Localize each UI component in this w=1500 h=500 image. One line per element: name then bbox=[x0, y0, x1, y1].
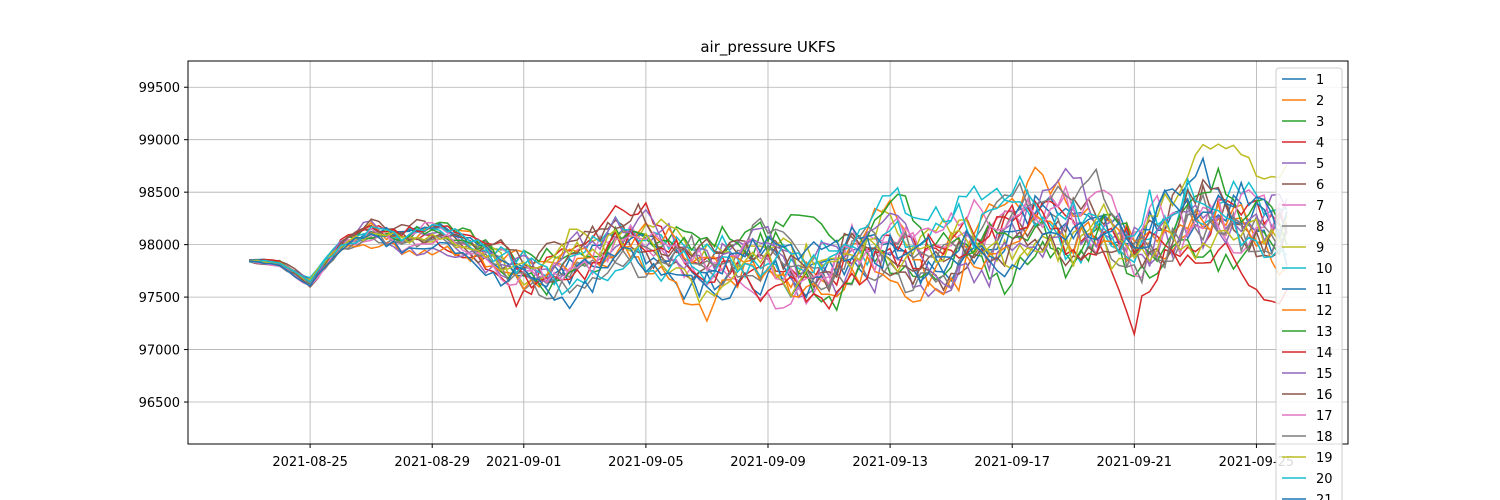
series-line-17 bbox=[248, 184, 1288, 287]
legend-label: 2 bbox=[1316, 94, 1324, 109]
legend: 123456789101112131415161718192021 bbox=[1275, 67, 1343, 500]
y-axis-ticks: 96500 97000 97500 98000 98500 99000 99500 bbox=[139, 81, 188, 411]
legend-label: 7 bbox=[1316, 199, 1324, 214]
series-lines bbox=[248, 143, 1288, 338]
y-tick-label: 97500 bbox=[139, 291, 180, 306]
legend-box bbox=[1275, 67, 1343, 500]
y-tick-label: 99000 bbox=[139, 134, 180, 149]
legend-label: 8 bbox=[1316, 220, 1324, 235]
legend-label: 15 bbox=[1316, 367, 1333, 382]
legend-label: 10 bbox=[1316, 262, 1333, 277]
x-tick-label: 2021-09-13 bbox=[852, 455, 928, 470]
legend-label: 5 bbox=[1316, 157, 1324, 172]
x-tick-label: 2021-09-09 bbox=[730, 455, 806, 470]
legend-label: 6 bbox=[1316, 178, 1324, 193]
legend-label: 1 bbox=[1316, 73, 1324, 88]
y-tick-label: 98500 bbox=[139, 186, 180, 201]
x-tick-label: 2021-08-25 bbox=[272, 455, 348, 470]
y-tick-label: 97000 bbox=[139, 344, 180, 359]
legend-label: 3 bbox=[1316, 115, 1324, 130]
series-line-12 bbox=[248, 200, 1288, 303]
legend-label: 9 bbox=[1316, 241, 1324, 256]
legend-label: 18 bbox=[1316, 430, 1333, 445]
x-tick-label: 2021-09-17 bbox=[974, 455, 1050, 470]
legend-label: 20 bbox=[1316, 472, 1333, 487]
x-axis-ticks: 2021-08-25 2021-08-29 2021-09-01 2021-09-05… bbox=[272, 444, 1294, 470]
legend-label: 14 bbox=[1316, 346, 1333, 361]
legend-label: 13 bbox=[1316, 325, 1333, 340]
series-line-21 bbox=[249, 180, 1288, 310]
series-line-14 bbox=[248, 199, 1288, 311]
legend-label: 21 bbox=[1316, 493, 1333, 500]
legend-label: 19 bbox=[1316, 451, 1333, 466]
legend-label: 12 bbox=[1316, 304, 1333, 319]
legend-label: 4 bbox=[1316, 136, 1324, 151]
series-line-8 bbox=[249, 188, 1288, 294]
x-tick-label: 2021-09-05 bbox=[608, 455, 684, 470]
x-tick-label: 2021-09-25 bbox=[1219, 455, 1295, 470]
y-tick-label: 98000 bbox=[139, 239, 180, 254]
x-tick-label: 2021-09-21 bbox=[1097, 455, 1173, 470]
y-tick-label: 96500 bbox=[139, 396, 180, 411]
y-tick-label: 99500 bbox=[139, 81, 180, 96]
x-tick-label: 2021-09-01 bbox=[486, 455, 562, 470]
chart-title: air_pressure UKFS bbox=[700, 38, 835, 57]
x-tick-label: 2021-08-29 bbox=[394, 455, 470, 470]
legend-label: 11 bbox=[1316, 283, 1333, 298]
series-line-20 bbox=[249, 174, 1288, 296]
legend-label: 16 bbox=[1316, 388, 1333, 403]
legend-label: 17 bbox=[1316, 409, 1333, 424]
series-line-5 bbox=[249, 167, 1288, 299]
